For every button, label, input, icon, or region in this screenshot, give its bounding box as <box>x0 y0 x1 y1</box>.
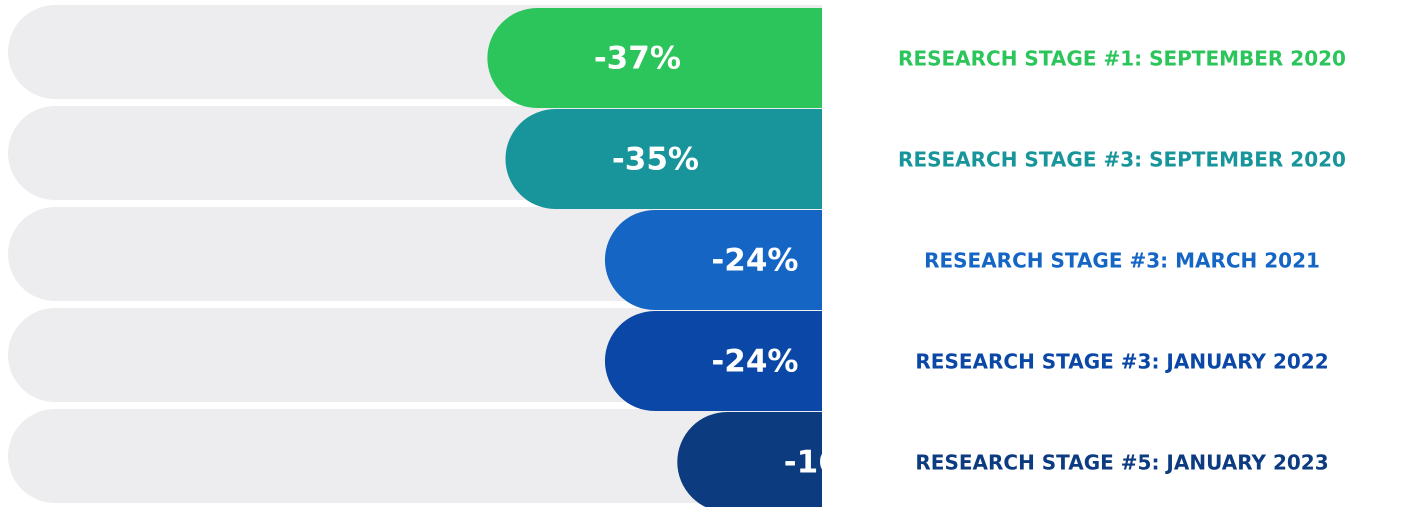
category-label: RESEARCH STAGE #3: JANUARY 2022 <box>915 350 1328 374</box>
category-label: RESEARCH STAGE #5: JANUARY 2023 <box>915 451 1328 475</box>
bar <box>487 8 822 108</box>
bar-track <box>8 409 822 503</box>
category-label: RESEARCH STAGE #1: SEPTEMBER 2020 <box>898 47 1346 71</box>
bar <box>604 311 822 411</box>
bar <box>505 109 822 209</box>
category-label: RESEARCH STAGE #3: SEPTEMBER 2020 <box>898 148 1346 172</box>
value-label: -24% <box>711 344 798 380</box>
bar <box>604 210 822 310</box>
value-label: -37% <box>594 41 681 77</box>
value-label: -35% <box>612 142 699 178</box>
value-label: -16% <box>784 445 871 481</box>
bar <box>677 412 822 507</box>
category-label: RESEARCH STAGE #3: MARCH 2021 <box>924 249 1320 273</box>
value-label: -24% <box>711 243 798 279</box>
